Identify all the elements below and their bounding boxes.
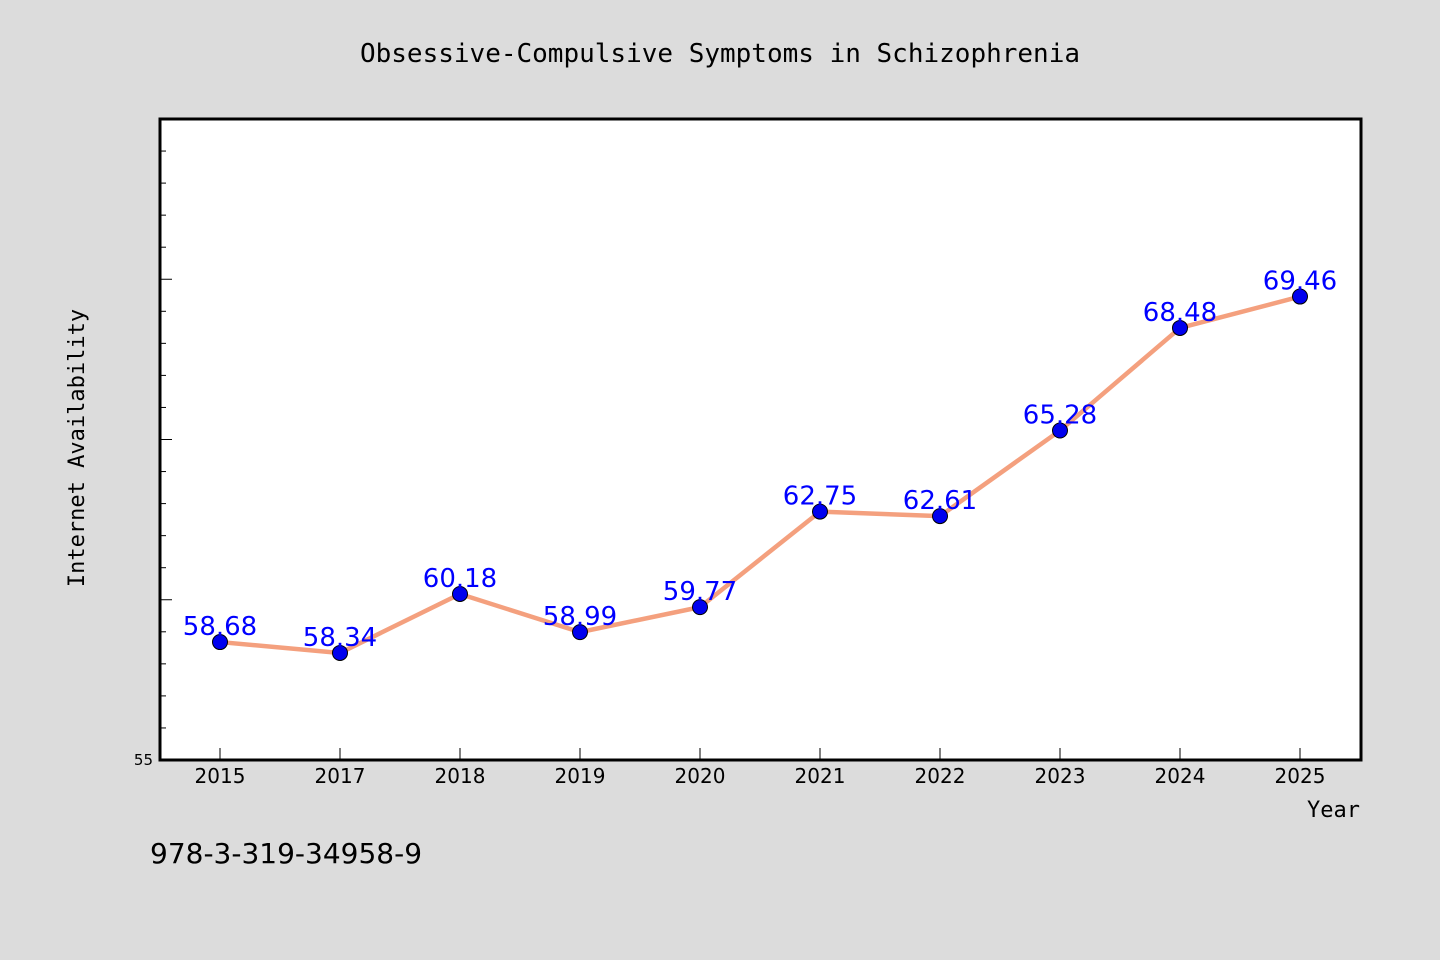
data-point	[812, 503, 828, 520]
y-axis-ticks: 55	[134, 150, 172, 769]
footer-isbn: 978-3-319-34958-9	[150, 837, 422, 870]
data-label: 62.75	[783, 482, 857, 512]
data-point	[452, 585, 468, 602]
x-tick-label: 2017	[315, 764, 366, 788]
data-point	[932, 508, 948, 525]
x-tick-label: 2024	[1155, 764, 1206, 788]
data-label: 62.61	[903, 486, 977, 516]
data-labels-layer: 58.68 58.34 60.18 58.99 59.77 62.75 62.61 65.28…	[183, 267, 1337, 653]
chart-title: Obsessive-Compulsive Symptoms in Schizop…	[360, 39, 1080, 69]
data-point	[572, 624, 588, 641]
data-point	[1292, 288, 1308, 305]
data-label: 60.18	[423, 564, 497, 594]
x-tick-label: 2018	[435, 764, 486, 788]
x-tick-label: 2015	[195, 764, 246, 788]
x-axis-ticks: 2015 2017 2018 2019 2020 2021 2022 2023 2024 2025	[195, 748, 1326, 788]
data-point	[1052, 422, 1068, 439]
data-point	[212, 634, 228, 651]
series-layer	[212, 288, 1308, 661]
x-tick-label: 2021	[795, 764, 846, 788]
data-label: 59.77	[663, 577, 737, 607]
x-tick-label: 2020	[675, 764, 726, 788]
data-label: 68.48	[1143, 298, 1217, 328]
x-tick-label: 2025	[1275, 764, 1326, 788]
x-tick-label: 2019	[555, 764, 606, 788]
data-point	[332, 644, 348, 661]
x-tick-label: 2022	[915, 764, 966, 788]
data-label: 65.28	[1023, 401, 1097, 431]
x-tick-label: 2023	[1035, 764, 1086, 788]
y-tick-label: 55	[134, 751, 153, 769]
y-axis-label: Internet Availability	[65, 309, 90, 587]
plot-area	[158, 117, 1363, 762]
data-label: 69.46	[1263, 267, 1337, 297]
series-line	[217, 294, 1303, 656]
data-point	[692, 599, 708, 616]
data-point	[1172, 319, 1188, 336]
data-label: 58.99	[543, 602, 617, 632]
x-axis-label: Year	[1307, 798, 1360, 823]
data-label: 58.68	[183, 612, 257, 642]
data-label: 58.34	[303, 623, 377, 653]
